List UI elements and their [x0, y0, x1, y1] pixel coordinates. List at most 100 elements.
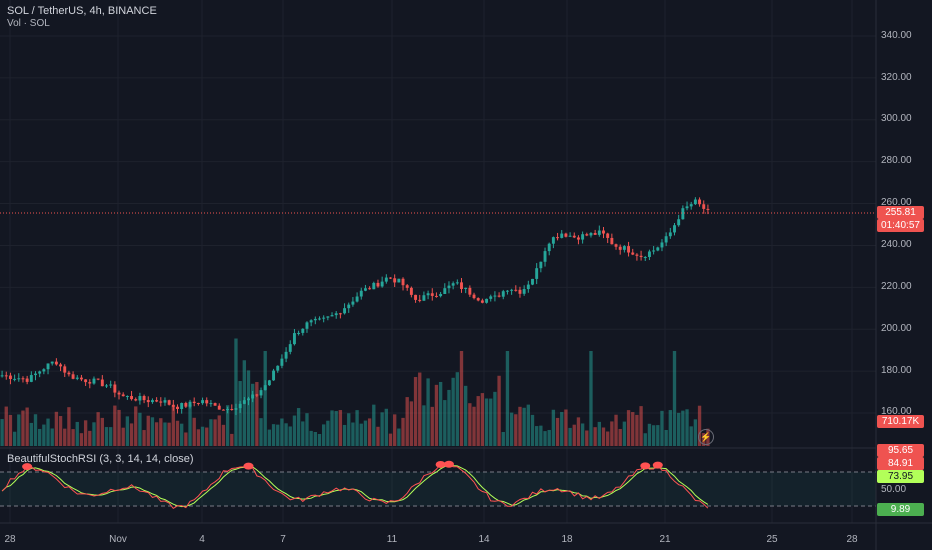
volume-bar: [209, 419, 213, 446]
stoch-k-line: [1, 463, 709, 510]
candle-body: [50, 361, 54, 364]
candle-body: [292, 333, 296, 345]
volume-bar: [618, 428, 622, 446]
volume-bar: [376, 426, 380, 446]
volume-bar: [580, 423, 585, 446]
volume-bar: [397, 428, 401, 446]
volume-bar: [83, 420, 88, 446]
candle-body: [451, 283, 455, 286]
candle-body: [259, 390, 263, 396]
candle-body: [25, 378, 29, 382]
candle-body: [134, 399, 138, 401]
candle-body: [34, 373, 37, 376]
candle-body: [706, 208, 710, 210]
volume-bar: [551, 409, 556, 446]
candlesticks: [0, 197, 710, 416]
candle-body: [551, 237, 555, 244]
volume-bar: [505, 351, 510, 446]
candle-body: [610, 237, 614, 245]
candle-body: [673, 225, 676, 233]
lightning-icon[interactable]: ⚡: [698, 429, 714, 445]
candle-body: [380, 281, 384, 287]
candle-body: [54, 361, 58, 365]
candle-body: [79, 377, 83, 380]
candle-body: [130, 396, 134, 400]
candle-body: [643, 257, 647, 259]
candle-body: [497, 295, 501, 297]
volume-bar: [509, 412, 514, 446]
candle-body: [589, 233, 593, 236]
time-axis-label: 28: [846, 534, 858, 545]
candle-body: [146, 400, 150, 403]
volume-bar: [334, 411, 338, 446]
candle-body: [472, 294, 476, 299]
candle-body: [510, 289, 514, 291]
candle-body: [522, 289, 526, 294]
stoch-k-tag: 84.91: [877, 457, 924, 470]
volume-bar: [405, 397, 409, 446]
candle-body: [17, 378, 21, 380]
candle-body: [660, 242, 664, 248]
candle-body: [326, 316, 330, 318]
volume-bar: [593, 427, 597, 446]
volume-bar: [150, 417, 155, 446]
volume-bar: [67, 407, 71, 446]
candle-body: [597, 230, 601, 235]
volume-bar: [117, 409, 121, 446]
candle-body: [414, 294, 418, 300]
volume-bar: [246, 370, 251, 446]
candle-body: [29, 375, 33, 382]
price-axis-label: 220.00: [881, 281, 912, 292]
volume-bar: [196, 429, 201, 446]
volume-bar: [518, 406, 522, 446]
candle-body: [88, 382, 92, 384]
candle-body: [443, 288, 447, 294]
candle-body: [75, 377, 79, 379]
price-axis-label: 280.00: [881, 155, 912, 166]
candle-body: [422, 295, 426, 301]
candle-body: [176, 406, 179, 409]
price-axis-label: 200.00: [881, 323, 912, 334]
volume-bar: [606, 431, 610, 446]
volume-bar: [572, 424, 576, 446]
candle-body: [59, 364, 63, 367]
volume-bar: [543, 431, 547, 446]
candle-body: [447, 285, 451, 289]
indicator-legend[interactable]: BeautifulStochRSI (3, 3, 14, 14, close): [7, 453, 194, 465]
volume-bar: [501, 432, 505, 446]
volume-bar: [388, 433, 393, 446]
time-axis-label: Nov: [109, 534, 127, 545]
candle-body: [627, 246, 631, 253]
volume-bar: [129, 423, 134, 446]
candle-body: [234, 408, 238, 410]
volume-bar: [589, 351, 593, 446]
symbol-legend[interactable]: SOL / TetherUS, 4h, BINANCE: [7, 5, 157, 17]
volume-bar: [88, 430, 92, 446]
candle-body: [96, 378, 100, 380]
candle-body: [568, 235, 572, 237]
candle-body: [468, 287, 472, 295]
volume-bar: [58, 416, 63, 446]
volume-bar: [464, 385, 468, 446]
volume-bar: [288, 426, 292, 446]
bar-countdown-tag: 01:40:57: [877, 219, 924, 232]
candle-body: [100, 379, 104, 387]
volume-bar: [677, 412, 681, 446]
candle-body: [301, 328, 305, 333]
candle-body: [84, 379, 88, 383]
volume-bar: [200, 426, 205, 446]
volume-bar: [342, 424, 347, 446]
candle-body: [439, 293, 443, 297]
overbought-marker: [243, 462, 254, 470]
volume-bar: [438, 381, 443, 446]
volume-bar: [4, 406, 8, 446]
candle-body: [635, 254, 639, 256]
candle-body: [485, 298, 489, 303]
candle-body: [368, 288, 372, 290]
candle-body: [489, 296, 493, 299]
volume-legend[interactable]: Vol · SOL: [7, 18, 50, 29]
volume-bar: [317, 433, 322, 446]
volume-bar: [689, 426, 693, 446]
volume-bars: [0, 338, 710, 446]
